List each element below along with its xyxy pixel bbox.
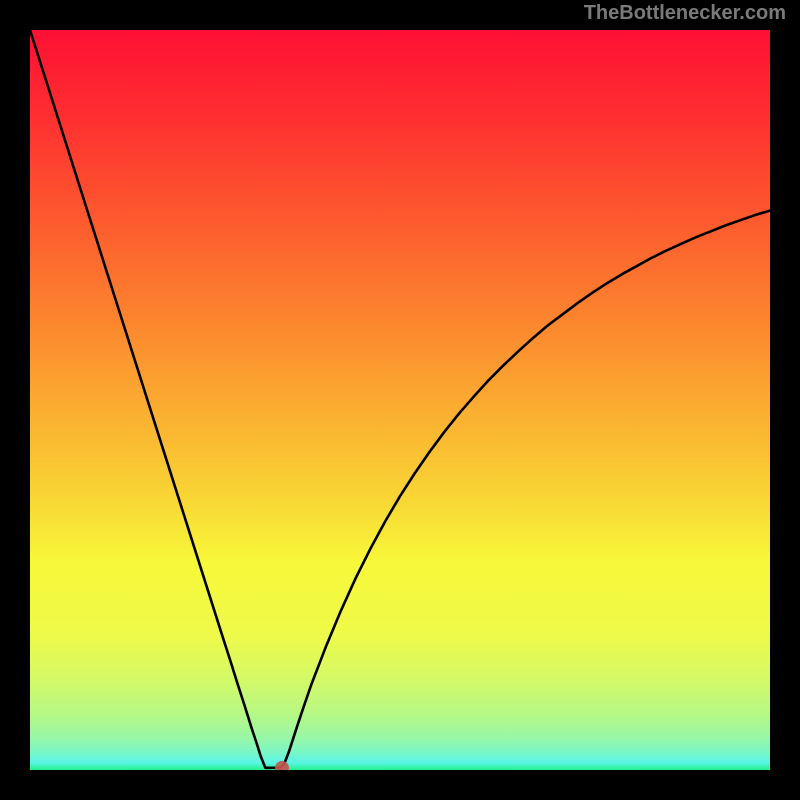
chart-border-frame <box>0 0 800 800</box>
watermark-text: TheBottlenecker.com <box>584 2 786 25</box>
chart-stage: TheBottlenecker.com <box>0 0 800 800</box>
